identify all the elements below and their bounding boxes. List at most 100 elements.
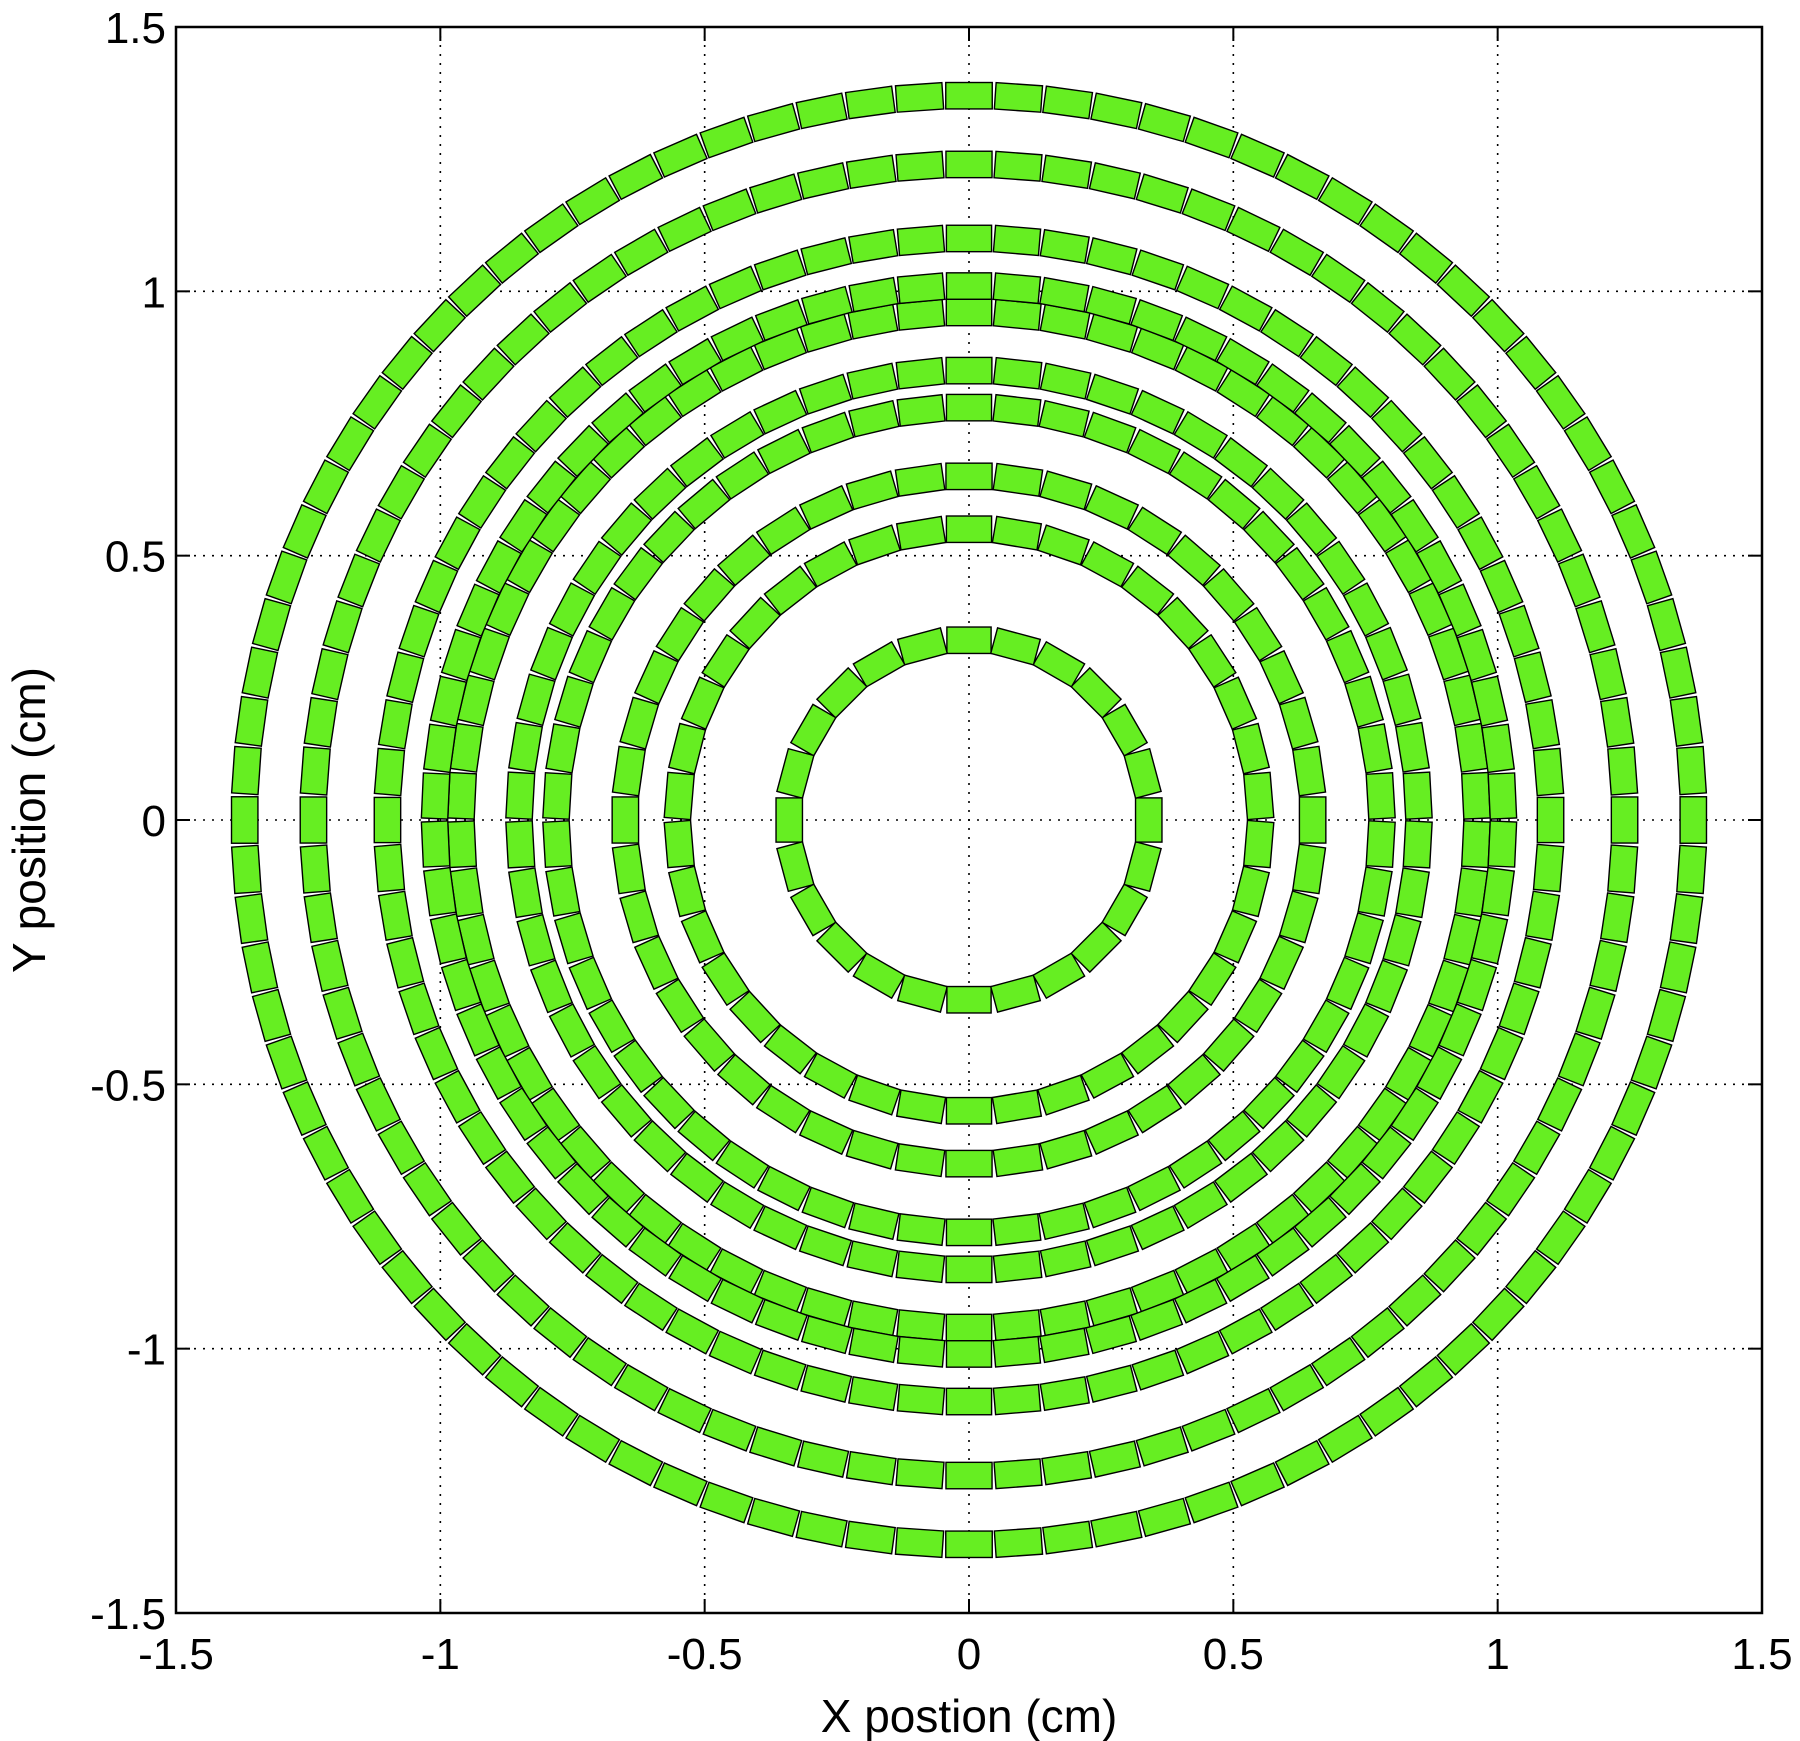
ring-element	[1278, 696, 1319, 750]
ring	[663, 515, 1275, 1125]
ring-element	[1325, 956, 1370, 1011]
ring-element	[945, 1218, 993, 1247]
ring-element	[1513, 936, 1552, 989]
ring-element	[1679, 796, 1708, 844]
ring-element	[613, 228, 669, 277]
ring-element	[413, 1287, 467, 1342]
ring-element	[1563, 415, 1613, 472]
ring-element	[282, 503, 327, 559]
ring-element	[1131, 249, 1185, 291]
ring-element	[945, 1461, 993, 1490]
ring-element	[457, 1110, 507, 1166]
ring-element	[945, 1530, 993, 1559]
ring-element	[1646, 988, 1687, 1043]
ring-element	[1310, 1336, 1366, 1387]
ring-element	[1168, 451, 1223, 500]
ring-element	[1184, 1481, 1239, 1524]
ring-element	[667, 865, 707, 918]
ring-element	[1207, 1110, 1261, 1162]
ring-element	[756, 1165, 811, 1212]
ring-element	[337, 553, 381, 608]
ring-element	[1532, 747, 1565, 797]
ring-element	[1504, 1249, 1557, 1305]
ring-element	[1471, 298, 1525, 353]
ring-element	[1557, 553, 1601, 608]
ring-element	[665, 1308, 720, 1355]
ring-element	[1535, 1210, 1586, 1266]
ring-element	[989, 974, 1042, 1013]
ring-element	[1402, 1150, 1454, 1205]
ring-element	[1610, 796, 1639, 844]
ring-element	[434, 516, 481, 571]
ring-element	[1487, 820, 1518, 868]
ring-element	[1175, 265, 1230, 310]
ring-element	[299, 844, 331, 894]
ring-element	[1242, 510, 1296, 564]
ring-element	[1532, 843, 1565, 893]
ring-element	[1166, 1053, 1222, 1106]
ring-element	[669, 436, 725, 488]
ring-element	[1085, 373, 1140, 415]
ring-element	[642, 510, 696, 564]
y-tick-label: 0.5	[105, 533, 166, 582]
ring-element	[946, 626, 992, 655]
ring-element	[234, 695, 269, 748]
ring-element	[1344, 675, 1385, 728]
ring-element	[1269, 228, 1325, 277]
ring-element	[945, 1313, 993, 1342]
ring-element	[241, 941, 279, 994]
ring-element	[613, 1039, 664, 1094]
ring-element	[896, 627, 949, 666]
ring-element	[1394, 721, 1431, 773]
ring-element	[613, 1363, 669, 1412]
ring-element	[1080, 1052, 1135, 1100]
ring-element	[896, 298, 946, 331]
ring-element	[992, 1213, 1042, 1247]
ring-element	[572, 1044, 622, 1100]
ring-element	[1485, 1161, 1536, 1217]
ring-element	[1325, 629, 1370, 684]
ring-element	[1259, 935, 1305, 991]
ring-element	[1101, 883, 1149, 937]
ring	[230, 81, 1708, 1559]
ring-element	[945, 462, 993, 491]
ring-element	[373, 747, 406, 797]
ring-element	[377, 1120, 426, 1176]
ring-element	[352, 374, 403, 430]
ring-element	[1225, 206, 1281, 253]
ring-element	[548, 1003, 596, 1058]
ring-element	[815, 921, 868, 974]
ring-element	[545, 866, 581, 917]
ring-element	[1041, 154, 1093, 190]
ring-element	[1129, 1298, 1184, 1342]
ring-element	[1039, 1327, 1090, 1364]
ring-element	[1302, 586, 1350, 641]
ring-element	[1563, 1168, 1613, 1225]
ring-element	[896, 974, 949, 1013]
ring-element	[600, 502, 653, 557]
ring-element	[1173, 410, 1229, 460]
ring-element	[895, 150, 945, 182]
ring-element	[325, 415, 375, 472]
ring-element	[1120, 565, 1175, 616]
ring-element	[677, 1110, 731, 1162]
ring-element	[1455, 384, 1508, 439]
ring-element	[945, 1255, 993, 1284]
ring-element	[800, 1315, 854, 1355]
ring-element	[848, 1202, 900, 1241]
ring-element	[377, 699, 413, 750]
ring-element	[1230, 1462, 1286, 1507]
ring-element	[1041, 1520, 1094, 1555]
ring-element	[1302, 999, 1350, 1054]
ring-element	[282, 1081, 327, 1137]
ring-element	[1365, 819, 1396, 868]
x-tick-label: 0	[957, 1630, 981, 1679]
ring-element	[1607, 746, 1639, 796]
ring-element	[1123, 840, 1162, 893]
ring-element	[753, 1205, 808, 1251]
ring-element	[475, 1045, 523, 1101]
ring-element	[608, 153, 664, 201]
ring-element	[1361, 460, 1412, 514]
ring-element	[1525, 699, 1561, 750]
ring-element	[1589, 939, 1627, 993]
